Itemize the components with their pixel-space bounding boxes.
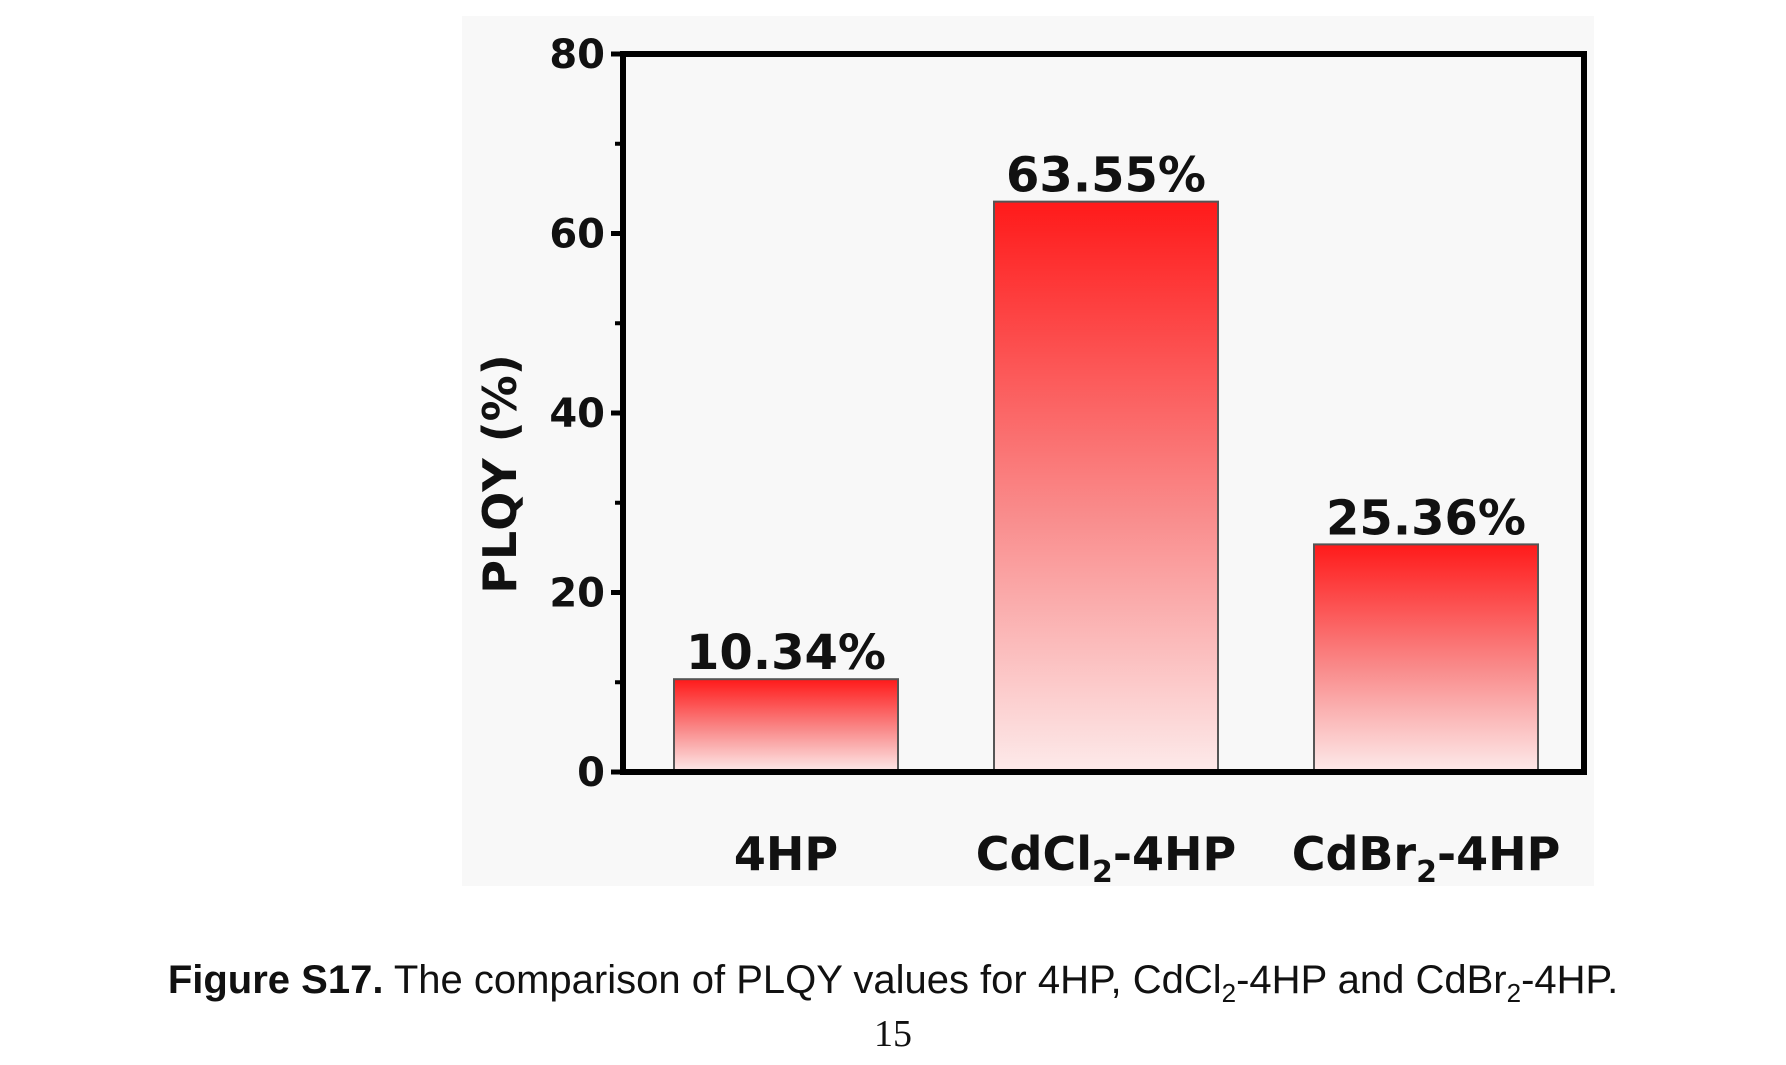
y-tick-label-0: 0 <box>577 750 605 796</box>
caption-text-1: The comparison of PLQY values for 4HP, C… <box>383 958 1222 1002</box>
bar-chart: 0 20 40 60 80 10.34% 4HP 63.55% CdCl2-4HP 25.36%… <box>473 32 1587 890</box>
y-axis-title: PLQY (%) <box>473 354 527 594</box>
bar-2 <box>1313 543 1539 773</box>
value-label-0: 10.34% <box>686 625 886 681</box>
figure-caption: Figure S17. The comparison of PLQY value… <box>0 958 1786 1009</box>
y-tick-label-2: 40 <box>549 391 605 437</box>
y-tick-label-4: 80 <box>549 32 605 78</box>
category-label-1: CdCl2-4HP <box>976 827 1236 890</box>
value-label-2: 25.36% <box>1326 490 1526 546</box>
category-label-0: 4HP <box>734 827 838 881</box>
page-number: 15 <box>874 1013 912 1055</box>
category-label-2: CdBr2-4HP <box>1292 827 1561 890</box>
bar-0 <box>673 678 899 773</box>
y-tick-label-3: 60 <box>549 212 605 258</box>
caption-text-2: -4HP and CdBr <box>1236 958 1507 1002</box>
caption-text-3: -4HP. <box>1521 958 1619 1002</box>
y-tick-label-1: 20 <box>549 571 605 617</box>
figure-label: Figure S17. <box>167 958 384 1002</box>
value-label-1: 63.55% <box>1006 148 1206 204</box>
caption-subscript-1: 2 <box>1221 978 1237 1008</box>
caption-subscript-2: 2 <box>1506 978 1522 1008</box>
bar-1 <box>993 200 1219 774</box>
